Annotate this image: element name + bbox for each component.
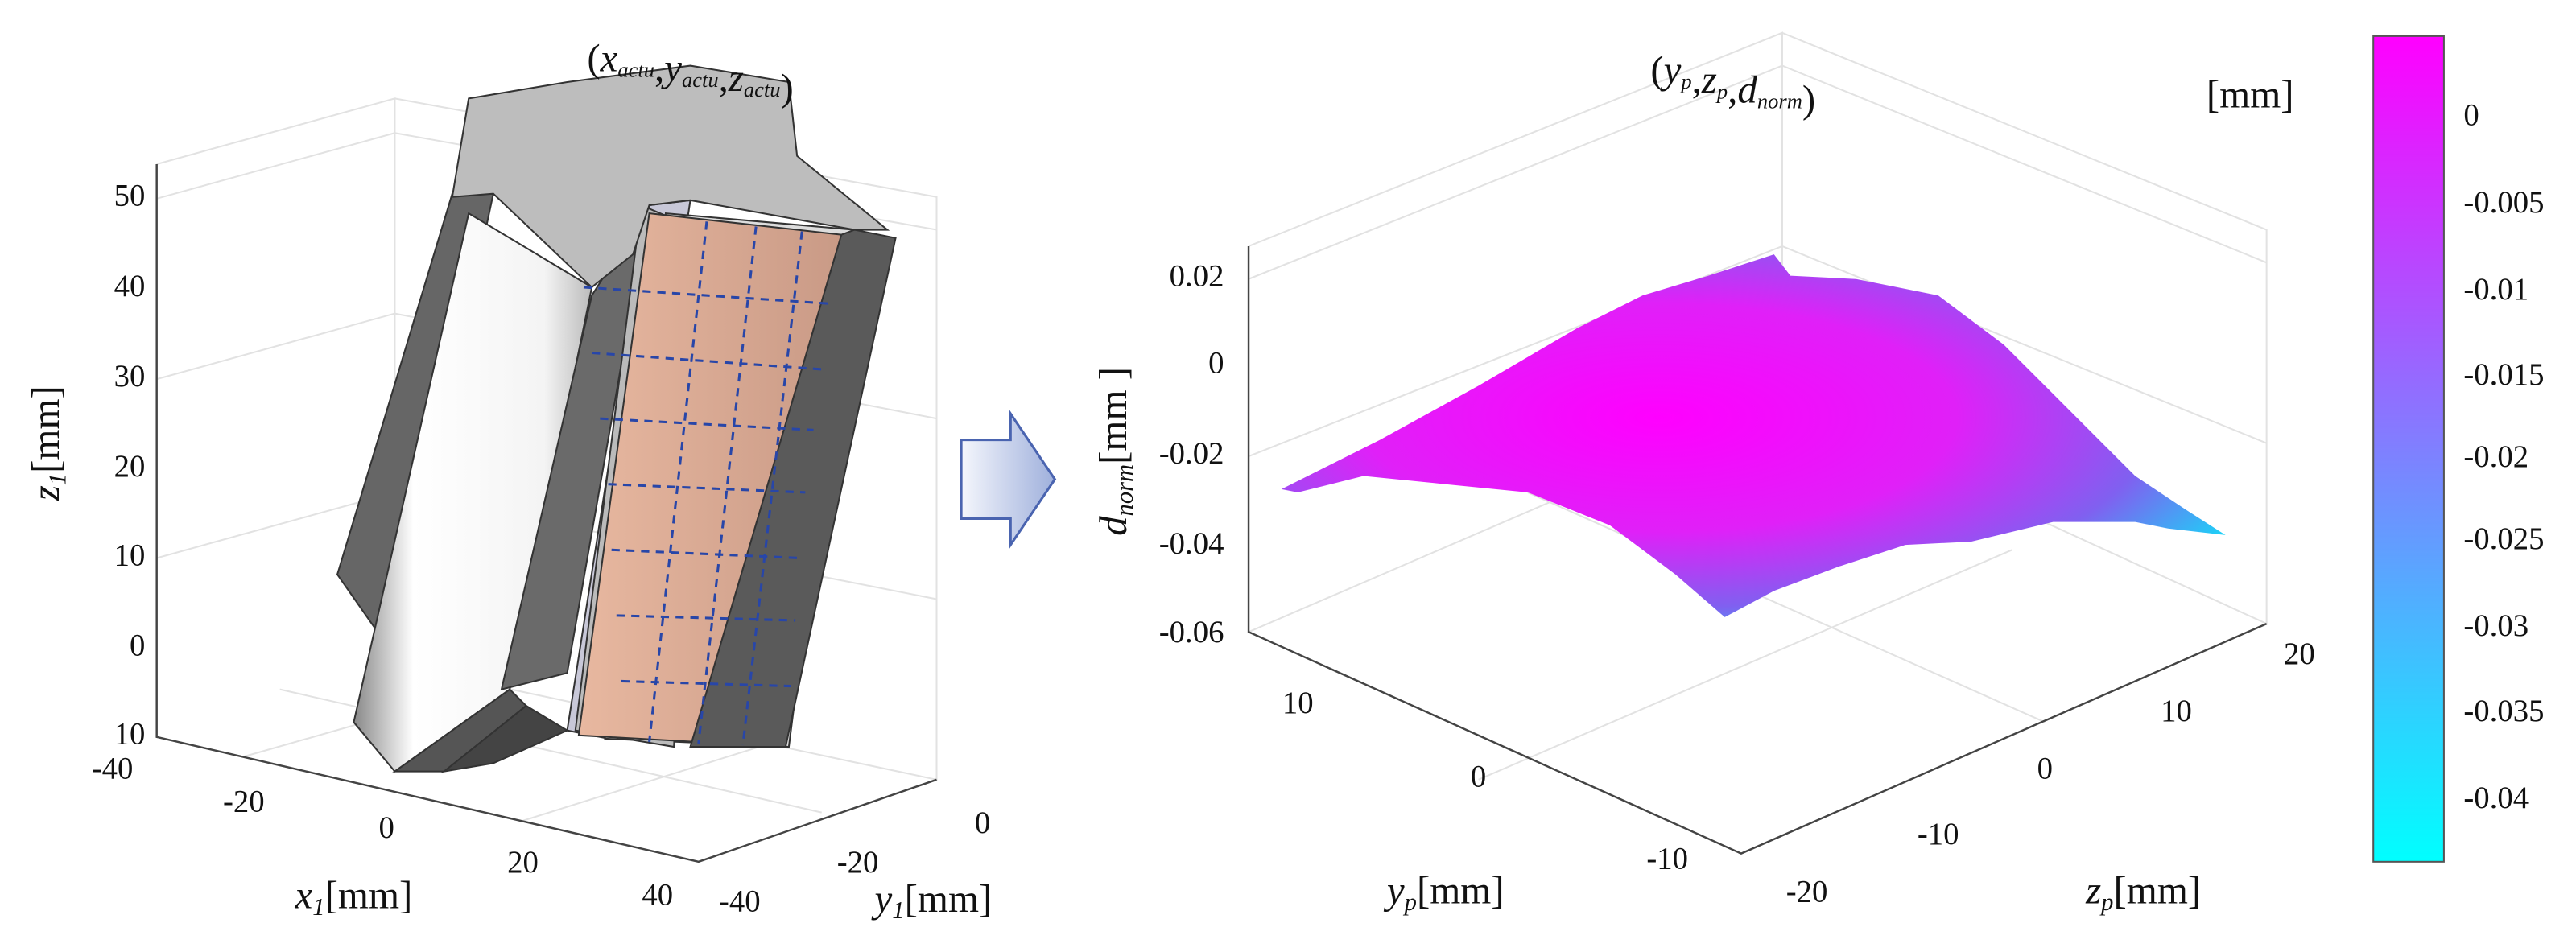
surface (1281, 254, 2226, 617)
z-tick-label: 50 (114, 179, 146, 213)
axis-label: zp[mm] (2085, 868, 2201, 916)
axis-symbol: d (1091, 516, 1135, 536)
zp-tick-label: 0 (2037, 752, 2053, 786)
zp-tick-label: -20 (1786, 875, 1828, 909)
title-symbol: y (1660, 47, 1682, 92)
title-token: , (654, 46, 664, 90)
title-subscript: actu (682, 68, 719, 92)
left-title: (xactu,yactu,zactu) (587, 36, 793, 110)
axis-subscript: norm (1111, 464, 1138, 517)
colorbar-tick-label: -0.01 (2463, 272, 2529, 307)
title-subscript: p (1715, 79, 1728, 103)
z-tick-label: 10 (114, 717, 146, 752)
axis-symbol: x (295, 873, 313, 917)
z-tick-label: 10 (114, 538, 146, 572)
d-tick-label: -0.02 (1159, 436, 1224, 471)
title-token: ) (1802, 77, 1815, 122)
y-tick-label: -20 (837, 845, 879, 880)
title-symbol: z (728, 56, 744, 100)
axis-label: dnorm[mm ] (1091, 367, 1138, 536)
yp-tick-label: 10 (1282, 686, 1314, 720)
colorbar-tick-label: -0.03 (2463, 608, 2529, 643)
colorbar-tick-label: -0.005 (2463, 185, 2544, 220)
y-tick-label: 0 (975, 806, 990, 840)
z-tick-label: 20 (114, 449, 146, 484)
title-subscript: actu (617, 58, 654, 82)
d-tick-label: 0.02 (1170, 259, 1224, 294)
title-token: ) (780, 65, 793, 109)
x-tick-label: -40 (92, 752, 134, 786)
axis-label: x1[mm] (295, 873, 413, 921)
axis-symbol: z (2085, 868, 2101, 913)
title-subscript: p (1679, 69, 1691, 93)
axis-subscript: p (1403, 888, 1417, 916)
zp-tick-label: 10 (2161, 694, 2192, 728)
yp-tick-label: -10 (1646, 842, 1688, 876)
axis-label: yp[mm] (1383, 868, 1505, 916)
arrow (960, 409, 1057, 550)
axis-subscript: 1 (43, 473, 71, 485)
title-symbol: d (1737, 67, 1757, 111)
axis-subscript: 1 (312, 893, 324, 921)
title-token: ( (1650, 47, 1663, 92)
zp-tick-label: 20 (2284, 637, 2315, 671)
x-tick-label: 0 (379, 810, 394, 845)
axis-symbol: z (23, 485, 68, 501)
colorbar-tick-label: -0.025 (2463, 521, 2544, 556)
axis-unit: [mm] (905, 876, 993, 921)
title-symbol: y (660, 46, 682, 90)
d-tick-label: -0.04 (1159, 526, 1224, 561)
title-token: , (719, 56, 729, 100)
x-tick-label: 20 (507, 845, 539, 880)
axis-unit: [mm] (1417, 868, 1505, 913)
right-title: (yp,zp,dnorm) (1650, 47, 1815, 122)
axis-symbol: y (871, 876, 893, 921)
axis-unit: [mm ] (1091, 367, 1135, 464)
x-tick-label: -20 (223, 784, 265, 818)
axis-label: z1[mm] (23, 385, 71, 501)
axis-subscript: p (2099, 888, 2113, 916)
yp-tick-label: 0 (1471, 760, 1486, 794)
axis-subscript: 1 (892, 896, 904, 924)
title-symbol: z (1701, 57, 1717, 101)
zp-tick-label: -10 (1918, 817, 1959, 851)
colorbar-tick-label: -0.04 (2463, 781, 2529, 815)
axis-symbol: y (1383, 868, 1405, 913)
x-tick-label: 40 (642, 878, 673, 913)
d-tick-label: -0.06 (1159, 615, 1224, 649)
d-tick-label: 0 (1208, 346, 1224, 381)
title-subscript: norm (1757, 89, 1802, 113)
colorbar-tick-label: -0.035 (2463, 694, 2544, 728)
axis-unit: [mm] (23, 385, 68, 473)
actuator-model (336, 64, 897, 773)
title-symbol: x (600, 36, 618, 80)
y-tick-label: -40 (719, 884, 761, 919)
title-subscript: actu (744, 77, 781, 101)
colorbar (2372, 35, 2445, 863)
colorbar-unit: [mm] (2207, 72, 2294, 117)
z-tick-label: 40 (114, 269, 146, 303)
colorbar-tick-label: -0.02 (2463, 439, 2529, 474)
colorbar-tick-label: -0.015 (2463, 357, 2544, 392)
axis-unit: [mm] (2113, 868, 2201, 913)
axis-label: y1[mm] (871, 876, 993, 924)
title-token: , (1692, 57, 1702, 101)
title-token: , (1728, 67, 1737, 111)
axis-unit: [mm] (325, 873, 413, 917)
z-tick-label: 30 (114, 359, 146, 394)
z-tick-label: 0 (130, 628, 145, 663)
colorbar-tick-label: 0 (2463, 98, 2479, 133)
title-token: ( (587, 36, 600, 80)
